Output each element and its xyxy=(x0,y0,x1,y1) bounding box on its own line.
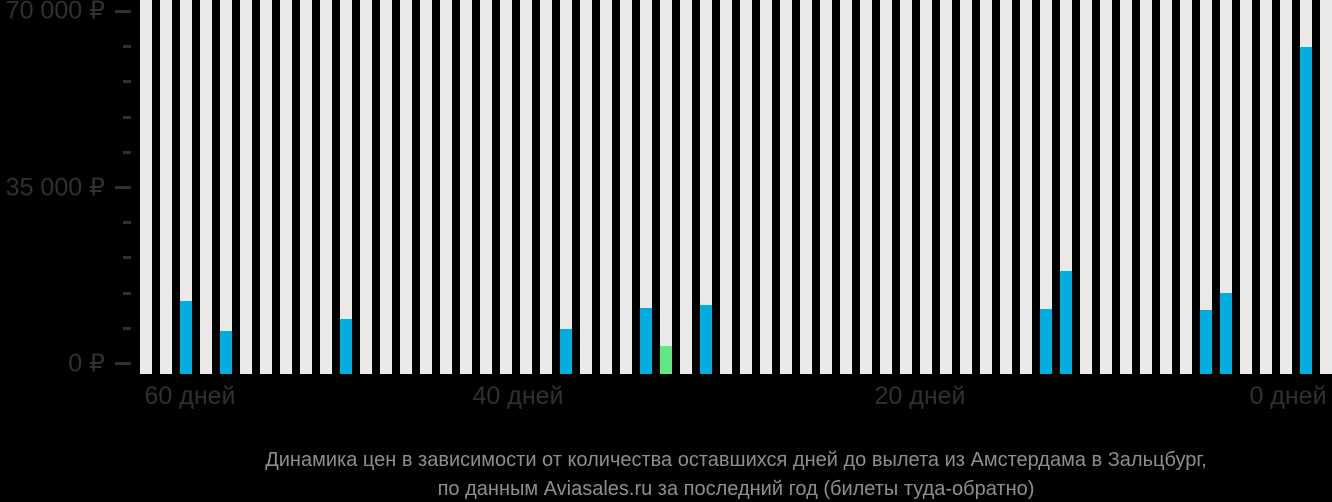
day-column-bg xyxy=(1160,0,1172,374)
day-column-bg xyxy=(580,0,592,374)
day-column-bg xyxy=(160,0,172,374)
day-column-bg xyxy=(660,0,672,374)
day-column-bg xyxy=(720,0,732,374)
price-bar-34-days[interactable] xyxy=(660,345,672,374)
day-column-bg xyxy=(1080,0,1092,374)
day-column-bg xyxy=(440,0,452,374)
day-column-bg xyxy=(1240,0,1252,374)
day-column-bg xyxy=(1140,0,1152,374)
day-column-bg xyxy=(520,0,532,374)
price-bar-0-days[interactable] xyxy=(1300,46,1312,374)
day-column-bg xyxy=(600,0,612,374)
chart-caption-line-1: Динамика цен в зависимости от количества… xyxy=(265,449,1207,471)
y-axis-major-tick xyxy=(115,186,131,189)
price-bar-13-days[interactable] xyxy=(1040,308,1052,374)
day-column-bg xyxy=(420,0,432,374)
y-axis-label-0: 0 ₽ xyxy=(68,349,105,378)
day-column-bg xyxy=(860,0,872,374)
price-bar-52-days[interactable] xyxy=(340,318,352,374)
day-column-bg xyxy=(620,0,632,374)
day-column-bg xyxy=(1100,0,1112,374)
day-column-bg xyxy=(140,0,152,374)
day-column-bg xyxy=(960,0,972,374)
day-column-bg xyxy=(1320,0,1332,374)
day-column-bg xyxy=(900,0,912,374)
y-axis-minor-tick xyxy=(123,256,131,260)
day-column-bg xyxy=(1040,0,1052,374)
day-column-bg xyxy=(560,0,572,374)
x-axis-label-0: 0 дней xyxy=(1249,382,1327,410)
x-axis-label-20: 20 дней xyxy=(874,382,966,410)
day-column-bg xyxy=(680,0,692,374)
plot-area xyxy=(140,0,1332,374)
price-bar-35-days[interactable] xyxy=(640,307,652,374)
day-column-bg xyxy=(260,0,272,374)
day-column-bg xyxy=(700,0,712,374)
price-bar-40-days[interactable] xyxy=(560,328,572,374)
day-column-bg xyxy=(400,0,412,374)
day-column-bg xyxy=(180,0,192,374)
y-axis-minor-tick xyxy=(123,150,131,154)
day-column-bg xyxy=(240,0,252,374)
day-column-bg xyxy=(1200,0,1212,374)
day-column-bg xyxy=(480,0,492,374)
price-bar-58-days[interactable] xyxy=(220,330,232,374)
y-axis-minor-tick xyxy=(123,221,131,225)
y-axis-label-70000: 70 000 ₽ xyxy=(5,0,105,25)
day-column-bg xyxy=(1180,0,1192,374)
day-column-bg xyxy=(1000,0,1012,374)
day-column-bg xyxy=(940,0,952,374)
day-column-bg xyxy=(280,0,292,374)
day-column-bg xyxy=(460,0,472,374)
day-column-bg xyxy=(780,0,792,374)
day-column-bg xyxy=(920,0,932,374)
day-column-bg xyxy=(1260,0,1272,374)
y-axis-minor-tick xyxy=(123,291,131,295)
day-column-bg xyxy=(980,0,992,374)
day-column-bg xyxy=(380,0,392,374)
day-column-bg xyxy=(820,0,832,374)
day-column-bg xyxy=(300,0,312,374)
chart-caption-line-2: по данным Aviasales.ru за последний год … xyxy=(437,478,1035,500)
price-bar-32-days[interactable] xyxy=(700,304,712,374)
day-column-bg xyxy=(840,0,852,374)
y-axis-label-35000: 35 000 ₽ xyxy=(5,173,105,202)
day-column-bg xyxy=(200,0,212,374)
day-column-bg xyxy=(760,0,772,374)
price-bar-5-days[interactable] xyxy=(1200,309,1212,374)
y-axis-minor-tick xyxy=(123,115,131,119)
price-bar-4-days[interactable] xyxy=(1220,292,1232,374)
day-column-bg xyxy=(640,0,652,374)
day-column-bg xyxy=(1020,0,1032,374)
y-axis-major-tick xyxy=(115,10,131,13)
day-column-bg xyxy=(320,0,332,374)
price-bar-12-days[interactable] xyxy=(1060,270,1072,374)
day-column-bg xyxy=(220,0,232,374)
y-axis-minor-tick xyxy=(123,326,131,330)
day-column-bg xyxy=(500,0,512,374)
y-axis-minor-tick xyxy=(123,45,131,49)
day-column-bg xyxy=(1280,0,1292,374)
x-axis-label-40: 40 дней xyxy=(472,382,564,410)
day-column-bg xyxy=(1120,0,1132,374)
y-axis-major-tick xyxy=(115,362,131,365)
day-column-bg xyxy=(800,0,812,374)
y-axis-minor-tick xyxy=(123,80,131,84)
day-column-bg xyxy=(740,0,752,374)
day-column-bg xyxy=(1220,0,1232,374)
x-axis-label-60: 60 дней xyxy=(144,382,236,410)
day-column-bg xyxy=(880,0,892,374)
price-bar-60-days[interactable] xyxy=(180,300,192,374)
day-column-bg xyxy=(540,0,552,374)
day-column-bg xyxy=(360,0,372,374)
day-column-bg xyxy=(340,0,352,374)
